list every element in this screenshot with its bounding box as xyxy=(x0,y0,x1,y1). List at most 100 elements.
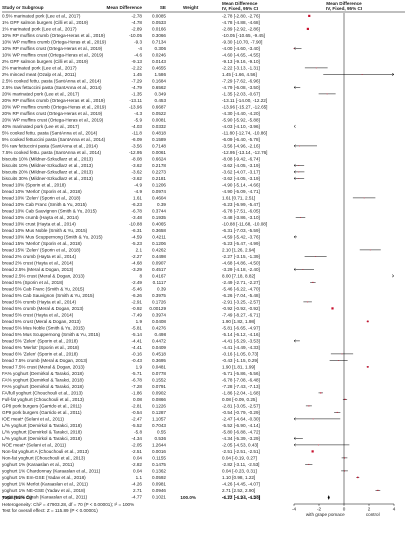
study-md: -2.51 xyxy=(132,449,143,454)
study-md: -4 xyxy=(138,46,143,51)
effect-square xyxy=(377,489,379,491)
study-name: 5% cooked fettuccini pasta (SantAnna et … xyxy=(2,137,106,142)
study-ci: -4.78 [-4.88, -4.68] xyxy=(222,20,260,25)
study-ci: -0.16 [-1.05, 0.73] xyxy=(222,352,258,357)
study-name: yoghurt 1% (Karaaslan et al., 2011) xyxy=(2,462,74,467)
study-se: 0.39 xyxy=(157,287,166,292)
study-se: 0.453 xyxy=(155,98,167,103)
study-se: 0.0081 xyxy=(152,118,166,123)
effect-square xyxy=(338,360,340,361)
study-se: 0.1589 xyxy=(152,137,166,142)
study-rows: 0.5% marinated pork (Lee et al., 2017) -2… xyxy=(2,14,267,500)
study-ci: -0.54 [-0.79, -0.29] xyxy=(222,410,260,415)
study-md: -6.26 xyxy=(132,293,143,298)
study-ci: 2.10 [1.26, 2.94] xyxy=(222,248,255,253)
study-ci: -3.29 [-4.18, -2.40] xyxy=(222,267,260,272)
study-se: 0.0061 xyxy=(152,150,166,155)
study-md: -4.41 xyxy=(132,339,143,344)
study-md: -6.78 xyxy=(132,209,143,214)
study-md: -2.05 xyxy=(132,443,143,448)
study-md: -3.62 xyxy=(132,163,143,168)
study-se: 0.0016 xyxy=(152,449,166,454)
study-md: -5.81 xyxy=(132,326,143,331)
study-ci: -5.14 [-6.12, -4.16] xyxy=(222,332,260,337)
study-md: -8.08 xyxy=(132,157,143,162)
study-ci: -12.95 [-13.14, -12.76] xyxy=(222,150,267,155)
study-ci: -3.56 [-4.96, -2.16] xyxy=(222,144,260,149)
study-se: 0.2178 xyxy=(152,163,166,168)
study-name: 2.5% cooked fettu. pasta (SantAnna et al… xyxy=(2,79,102,84)
study-md: -4.59 xyxy=(132,235,143,240)
study-ci: 1.10 [0.98, 1.22] xyxy=(222,475,255,480)
study-se: 0.0866 xyxy=(152,397,166,402)
study-se: 0.3066 xyxy=(152,33,166,38)
effect-square xyxy=(320,392,322,394)
study-se: 0.0522 xyxy=(152,111,166,116)
ci-arrow-right xyxy=(391,274,395,278)
study-md: 1.9 xyxy=(136,365,143,370)
study-md: -11.8 xyxy=(132,131,143,136)
study-ci: -5.81 [-6.65, -4.97] xyxy=(222,326,260,331)
study-ci: -4.68 [-4.86, -4.50] xyxy=(222,261,260,266)
ci-arrow-left xyxy=(293,170,296,174)
study-se: 0.4472 xyxy=(152,339,166,344)
header-forest-title: Mean Difference xyxy=(326,1,362,6)
study-se: 0.1362 xyxy=(152,469,166,474)
study-name: bread 5% Cab Franc (Smith & Yu, 2015) xyxy=(2,287,85,292)
study-name: FA% yoghurt (Demirkol & Tarakci, 2018) xyxy=(2,378,84,383)
study-name: biscuits 10% (Mildner-Szkudlarz et al., … xyxy=(2,157,93,162)
study-name: yoghurt 1% NE-GSE (Yadav et al., 2018) xyxy=(2,488,86,493)
study-name: bread 10% Mus Noble (Smith & Yu, 2015) xyxy=(2,228,88,233)
study-name: 10% WP muffins crumb (Ortega-Heras et al… xyxy=(2,40,106,45)
study-se: 0.4276 xyxy=(152,326,166,331)
study-md: -2.47 xyxy=(132,417,143,422)
study-se: 0.1155 xyxy=(152,456,166,461)
study-se: 0.4655 xyxy=(152,66,166,71)
study-ci: -2.82 [-3.11, -2.53] xyxy=(222,462,259,467)
study-name: bread 5% 'Zelen' (Sporin et al., 2018) xyxy=(2,339,78,344)
ci-arrow-left xyxy=(293,436,296,440)
study-ci: -2.22 [-3.13, -1.31] xyxy=(222,66,260,71)
study-name: GP9 pork burgers (Garrido et al., 2011) xyxy=(2,410,82,415)
study-name: 1% marinated pork (Lee et al., 2017) xyxy=(2,27,77,32)
ci-arrow-left xyxy=(293,417,296,421)
study-md: -4.9 xyxy=(134,183,142,188)
study-se: 0.6624 xyxy=(152,157,166,162)
study-name: yoghurt 1% Syrah (Karaaslan et al., 2011… xyxy=(2,495,88,500)
study-ci: -4.90 [-5.09, -4.71] xyxy=(222,189,260,194)
study-ci: -5.80 [-6.88, -4.72] xyxy=(222,430,260,435)
study-md: -6.09 xyxy=(132,137,143,142)
study-ci: -13.11 [-14.00, -12.22] xyxy=(222,98,267,103)
study-se: 0.0974 xyxy=(152,189,166,194)
effect-square xyxy=(302,269,304,270)
study-name: 20% RP muffins crust (Ortega-Heras et al… xyxy=(2,111,103,116)
study-md: -0.54 xyxy=(132,410,143,415)
study-se: 0.4604 xyxy=(152,196,166,201)
study-ci: -4.59 [-5.42, -3.76] xyxy=(222,235,260,240)
study-ci: -1.35 [-2.03, -0.67] xyxy=(222,92,260,97)
effect-square xyxy=(308,14,311,17)
study-md: -7.49 xyxy=(132,313,143,318)
study-name: bread 5% (Sporin et al., 2018) xyxy=(2,280,64,285)
study-se: 0.0409 xyxy=(152,345,166,350)
study-se: 0.1552 xyxy=(152,378,166,383)
study-name: bread 15% 'Zelen' (Sporin et al., 2018) xyxy=(2,248,81,253)
study-se: 0.0907 xyxy=(152,261,166,266)
study-se: 0.4517 xyxy=(152,267,166,272)
study-name: 0.5% marinated pork (Lee et al., 2017) xyxy=(2,14,81,19)
study-name: bread 2.5% (Meral & Dogan, 2013) xyxy=(2,267,74,272)
study-ci: -4.77 [-4.97, -4.57] xyxy=(222,495,260,500)
study-se: 0.1935 xyxy=(152,215,166,220)
study-name: L/% yoghurt (Demirkol & Tarakci, 2018) xyxy=(2,430,82,435)
effect-square xyxy=(317,444,319,446)
study-md: -4.77 xyxy=(132,495,143,500)
study-name: 10% RP muffins crust (Ortega-Heras et al… xyxy=(2,46,103,51)
study-md: -4.03 xyxy=(132,124,143,129)
header-forest-sub: IV, Fixed, 95% CI xyxy=(326,6,362,11)
overall-effect-note: Test for overall effect: Z = 115.89 (P <… xyxy=(2,508,98,513)
study-name: bread 15% 'Merlot' (Sporin et al., 2018) xyxy=(2,241,82,246)
study-name: FA/full yoghurt (Chouchouli et al., 2013… xyxy=(2,391,83,396)
x-tick-label: -4 xyxy=(292,507,297,512)
effect-square xyxy=(308,463,310,465)
study-se: 1.586 xyxy=(155,72,167,77)
